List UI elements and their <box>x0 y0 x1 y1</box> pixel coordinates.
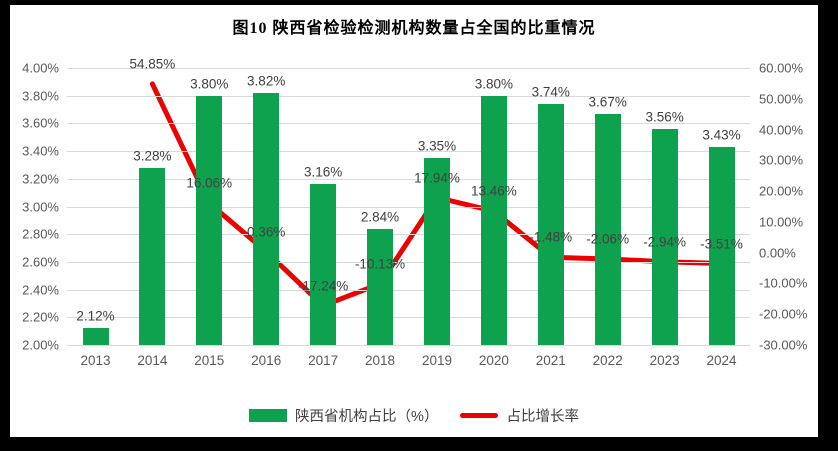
right-axis-tick-label: 60.00% <box>759 60 804 76</box>
gridline <box>67 317 750 319</box>
bar <box>310 184 337 345</box>
line-point-label: -2.94% <box>643 234 686 250</box>
bar <box>594 113 621 345</box>
bar-value-label: 3.16% <box>303 164 343 180</box>
left-axis-tick-label: 4.00% <box>22 60 59 76</box>
line-point-label: 17.94% <box>414 170 460 185</box>
left-axis-tick-label: 2.20% <box>22 309 59 325</box>
bar <box>196 95 223 345</box>
bar-value-label: 3.82% <box>247 73 286 89</box>
legend-line-swatch-icon <box>460 413 499 418</box>
gridline <box>67 95 750 97</box>
bar <box>253 92 280 345</box>
bar-value-label: 3.74% <box>531 84 570 100</box>
bar <box>651 128 678 345</box>
legend-line-label: 占比增长率 <box>506 409 579 425</box>
gridline <box>67 178 750 180</box>
left-axis-tick-label: 3.60% <box>22 115 59 131</box>
gridline <box>67 289 750 291</box>
gridline <box>67 68 750 69</box>
gridline <box>67 123 750 125</box>
x-axis-tick-label: 2024 <box>706 353 737 368</box>
left-axis-tick-label: 3.00% <box>22 199 59 214</box>
bar-value-label: 2.84% <box>360 209 400 225</box>
bar <box>537 104 564 345</box>
x-axis-tick-label: 2013 <box>80 353 111 368</box>
plot-area: 4.00% 3.80% 3.60% 3.40% 3.20% 3.00% 2.80% 2.60%… <box>10 5 818 437</box>
bar-value-label: 3.67% <box>588 94 627 110</box>
x-axis-tick-label: 2017 <box>308 353 339 368</box>
bar-value-label: 3.35% <box>417 138 457 154</box>
bar-value-label: 3.80% <box>474 76 514 92</box>
x-axis-tick-label: 2015 <box>194 353 225 368</box>
line-point-label: 54.85% <box>129 56 176 72</box>
bar <box>708 146 735 345</box>
gridline <box>67 151 750 153</box>
x-axis-tick-label: 2021 <box>535 353 566 368</box>
left-axis-tick-label: 3.80% <box>22 88 59 104</box>
legend: 陕西省机构占比（%） 占比增长率 <box>10 405 818 426</box>
line-point-label: 16.06% <box>186 175 233 191</box>
line-point-label: -10.13% <box>354 256 406 272</box>
x-axis-tick-label: 2016 <box>251 353 282 368</box>
right-axis-tick-label: -20.00% <box>759 306 808 322</box>
right-axis-tick-label: -30.00% <box>759 337 808 353</box>
bar <box>424 158 450 345</box>
line-point-label: -17.24% <box>297 278 349 294</box>
bar-value-label: 2.12% <box>76 308 115 324</box>
right-axis-tick-label: 10.00% <box>759 214 804 230</box>
legend-bar-swatch-icon <box>249 409 288 422</box>
bar-value-label: 3.56% <box>645 109 684 125</box>
bar <box>367 228 393 345</box>
x-axis-tick-label: 2019 <box>421 353 453 368</box>
right-axis-tick-label: 50.00% <box>759 91 804 107</box>
gridline <box>67 234 750 236</box>
x-axis-tick-label: 2014 <box>137 353 168 368</box>
chart-panel: 图10 陕西省检验检测机构数量占全国的比重情况 4.00% 3.80% 3.60% 3… <box>10 5 818 437</box>
chart-title: 图10 陕西省检验检测机构数量占全国的比重情况 <box>232 20 596 37</box>
gridline <box>67 261 750 263</box>
x-axis-tick-label: 2023 <box>649 353 680 368</box>
left-axis-tick-label: 3.40% <box>22 143 59 159</box>
x-axis-tick-label: 2022 <box>592 353 623 368</box>
bar-value-label: 3.28% <box>133 148 172 164</box>
right-axis-tick-label: 30.00% <box>759 152 804 168</box>
left-axis-tick-label: 2.80% <box>22 226 59 242</box>
right-axis-tick-label: 0.00% <box>759 245 796 261</box>
bar-value-label: 3.80% <box>190 76 229 92</box>
right-axis-tick-label: -10.00% <box>759 275 808 291</box>
x-axis-tick-label: 2018 <box>364 353 396 368</box>
left-axis-tick-label: 2.00% <box>22 337 59 353</box>
left-axis-tick-label: 3.20% <box>22 171 59 187</box>
line-point-label: 13.46% <box>470 183 517 199</box>
bar-value-label: 3.43% <box>702 127 741 143</box>
x-axis-tick-label: 2020 <box>478 353 509 368</box>
line-point-label: -1.48% <box>529 229 573 245</box>
bar <box>82 328 109 345</box>
left-axis-tick-label: 2.60% <box>22 254 59 270</box>
right-axis-tick-label: 40.00% <box>759 122 804 138</box>
gridline <box>67 206 750 208</box>
bar <box>139 167 166 345</box>
bar <box>480 95 507 345</box>
line-point-label: -3.51% <box>700 236 743 251</box>
line-point-label: -2.06% <box>586 231 630 247</box>
gridline <box>67 345 750 346</box>
line-point-label: 0.36% <box>247 224 286 240</box>
right-axis-tick-label: 20.00% <box>759 183 804 199</box>
legend-bar-label: 陕西省机构占比（%） <box>295 409 439 425</box>
left-axis-tick-label: 2.40% <box>22 282 59 298</box>
